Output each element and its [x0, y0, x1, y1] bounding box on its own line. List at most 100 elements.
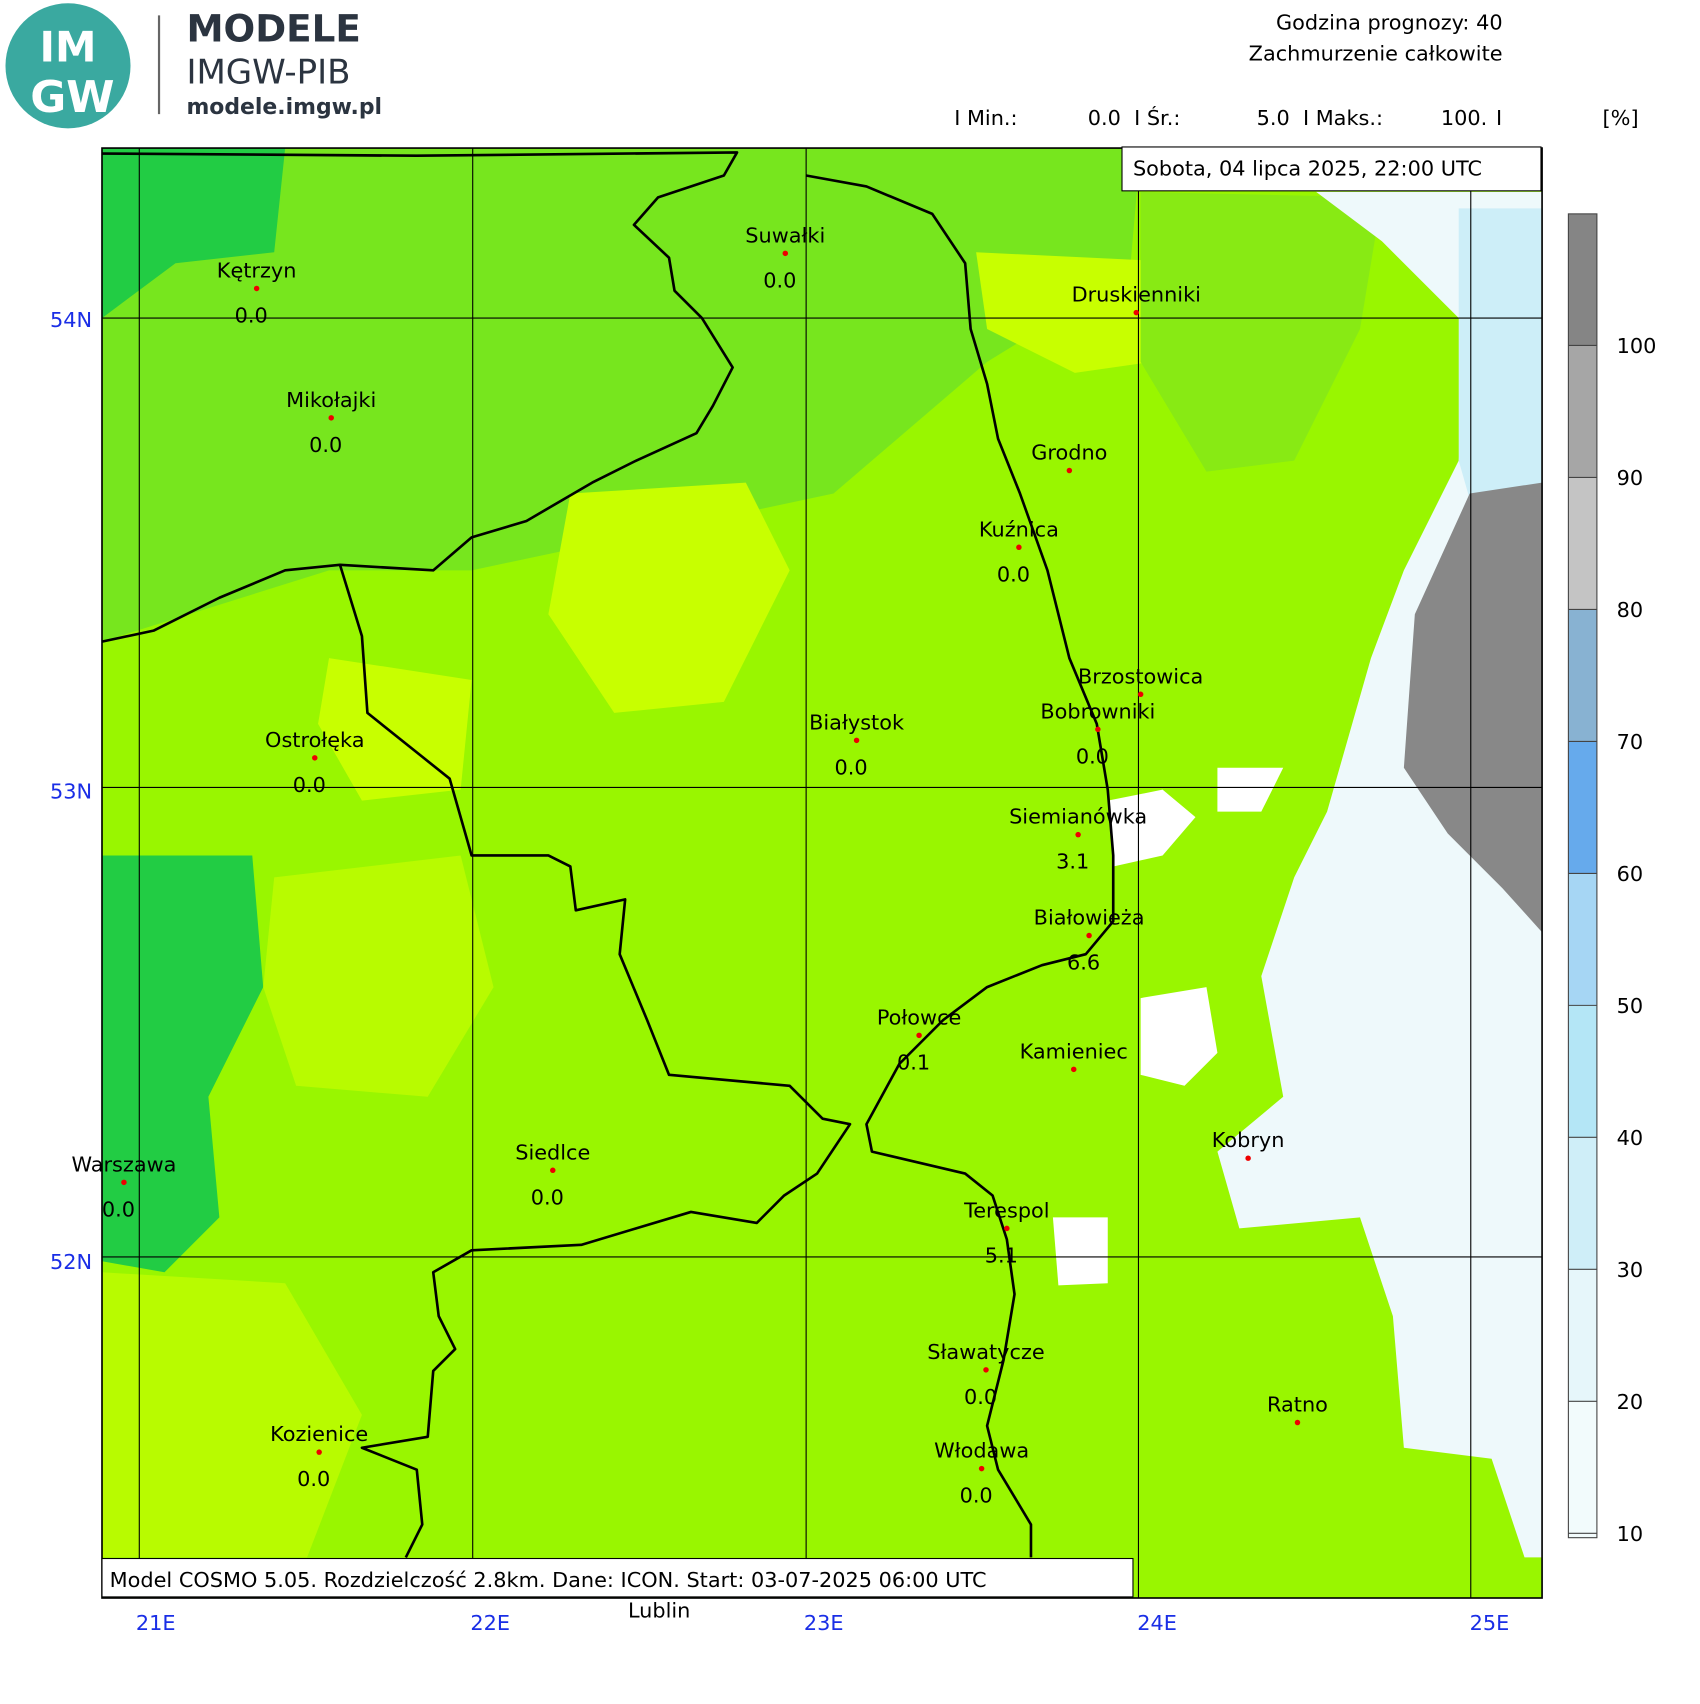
field-name: Zachmurzenie całkowite [1249, 41, 1503, 65]
colorbar-label: 70 [1617, 730, 1644, 754]
city-value: 0.0 [960, 1484, 993, 1508]
city-value: 0.1 [897, 1050, 930, 1074]
city-dot [782, 250, 789, 257]
city-dot [853, 737, 860, 744]
city-value: 6.6 [1067, 951, 1100, 975]
colorbar-label: 20 [1617, 1390, 1644, 1414]
colorbar-label: 30 [1617, 1258, 1644, 1282]
city-name: Kętrzyn [217, 258, 297, 282]
city-dot [1071, 1066, 1077, 1073]
city-dot [1245, 1155, 1251, 1161]
city-name: Mikołajki [286, 388, 376, 412]
map: Sobota, 04 lipca 2025, 22:00 UTC Model C… [101, 146, 1543, 1623]
city-name: Połowce [877, 1005, 962, 1029]
city-dot [328, 415, 334, 421]
city-value: 3.1 [1056, 850, 1089, 874]
stat-label: I Śr.: [1134, 105, 1180, 130]
logo-mark: IM [40, 22, 97, 71]
colorbar-label: 40 [1617, 1126, 1644, 1150]
city-name: Bobrowniki [1040, 699, 1155, 723]
city-dot [1016, 544, 1022, 551]
colorbar-label: 80 [1617, 598, 1644, 622]
city-dot [550, 1167, 556, 1173]
city-dot [1137, 691, 1144, 697]
lat-label: 53N [50, 779, 92, 803]
colorbar-segment [1568, 1269, 1597, 1402]
city-name: Druskienniki [1072, 283, 1201, 307]
city-dot [1133, 309, 1139, 316]
map-footer: Model COSMO 5.05. Rozdzielczość 2.8km. D… [110, 1568, 987, 1592]
stat-value: 0.0 [1088, 106, 1121, 130]
city-name: Kobryn [1212, 1128, 1285, 1152]
city-value: 5.1 [985, 1243, 1018, 1267]
logo-url: modele.imgw.pl [186, 95, 382, 120]
city-value: 0.0 [997, 562, 1030, 586]
city-name: Warszawa [71, 1152, 176, 1176]
colorbar-label: 100 [1617, 334, 1657, 358]
stats: I Min.: 0.0 I Śr.: 5.0 I Maks.: 100. I [… [954, 105, 1638, 130]
stat-label: I Min.: [954, 106, 1017, 130]
colorbar-segment [1568, 1005, 1597, 1138]
city-name: Białowieża [1034, 906, 1145, 930]
city-dot [312, 755, 318, 761]
logo-mark: GW [30, 72, 114, 123]
colorbar-segment [1568, 1137, 1597, 1270]
city-dot [1004, 1225, 1010, 1232]
colorbar-segment [1568, 477, 1597, 610]
city-dot [253, 285, 260, 292]
lon-label: 25E [1470, 1611, 1510, 1635]
stat-unit: [%] [1603, 106, 1639, 130]
city-dot [121, 1179, 127, 1186]
city-dot [1095, 726, 1101, 733]
lon-label: 22E [470, 1611, 510, 1635]
stat-label: I [1496, 106, 1502, 130]
city-value: 0.0 [309, 433, 342, 457]
logo-subtitle: IMGW-PIB [186, 52, 350, 92]
city-name: Kamieniec [1020, 1039, 1128, 1063]
city-name: Sławatycze [927, 1340, 1044, 1364]
city-value: 0.0 [1076, 744, 1109, 768]
city-dot [1294, 1419, 1301, 1426]
city-value: 0.0 [297, 1467, 330, 1491]
colorbar-segment [1568, 741, 1597, 874]
city-dot [1075, 831, 1081, 838]
colorbar-segment [1568, 873, 1597, 1006]
forecast-hour: Godzina prognozy: 40 [1276, 11, 1503, 35]
city-value: 0.0 [763, 268, 796, 292]
city-name: Włodawa [934, 1439, 1029, 1463]
lat-label: 52N [50, 1250, 92, 1274]
city-name: Grodno [1031, 441, 1107, 465]
city-name: Kuźnica [979, 517, 1059, 541]
city-dot [316, 1449, 322, 1455]
outside-label: Lublin [628, 1599, 690, 1623]
colorbar-segment [1568, 345, 1597, 478]
city-dot [1086, 932, 1092, 939]
logo-title: MODELE [186, 7, 360, 51]
city-name: Siedlce [515, 1140, 590, 1164]
city-name: Terespol [963, 1198, 1050, 1222]
city-name: Białystok [809, 710, 904, 734]
city-value: 0.0 [964, 1385, 997, 1409]
city-value: 0.0 [531, 1185, 564, 1209]
city-name: Ratno [1267, 1393, 1328, 1417]
colorbar-label: 10 [1617, 1522, 1644, 1546]
colorbar-segment [1568, 1401, 1597, 1538]
lat-label: 54N [50, 308, 92, 332]
colorbar-segment [1568, 213, 1597, 346]
logo: IM GW MODELE IMGW-PIB modele.imgw.pl [5, 3, 382, 129]
city-value: 0.0 [102, 1197, 135, 1221]
city-name: Siemianówka [1009, 805, 1147, 829]
city-name: Ostrołęka [265, 728, 364, 752]
city-name: Suwałki [745, 223, 825, 247]
city-value: 0.0 [235, 303, 268, 327]
city-dot [978, 1465, 985, 1472]
lon-label: 21E [136, 1611, 176, 1635]
colorbar-frame [1567, 213, 1598, 1539]
lon-label: 23E [804, 1611, 844, 1635]
city-name: Brzostowica [1078, 664, 1203, 688]
city-dot [916, 1032, 922, 1039]
city-dot [1066, 467, 1073, 474]
map-date: Sobota, 04 lipca 2025, 22:00 UTC [1133, 156, 1482, 180]
stat-value: 100. [1441, 106, 1487, 130]
